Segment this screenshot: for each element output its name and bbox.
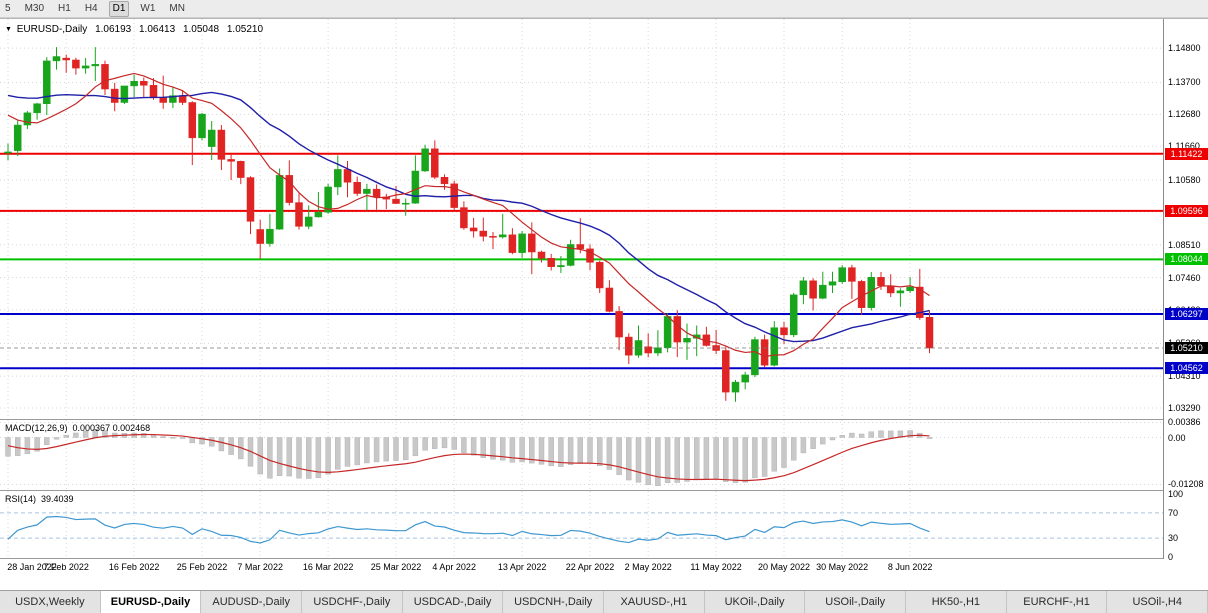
price-axis-label: 1.10580	[1168, 175, 1201, 186]
grid-lines	[0, 19, 1163, 419]
time-axis-label: 7 Feb 2022	[43, 562, 89, 572]
time-axis-label: 16 Mar 2022	[302, 562, 354, 572]
time-axis-label: 2 May 2022	[624, 562, 672, 572]
timeframe-button-mn[interactable]: MN	[169, 2, 185, 14]
macd-axis-label: -0.01208	[1168, 479, 1204, 490]
chart-tab-usdxweekly[interactable]: USDX,Weekly	[0, 591, 101, 613]
ohlc-open: 1.06193	[95, 24, 132, 35]
time-axis-label: 8 Jun 2022	[887, 562, 933, 572]
timeframe-toolbar: 5 M30 H1 H4 D1 W1 MN	[0, 0, 1208, 18]
price-axis-label: 1.04310	[1168, 371, 1201, 382]
time-axis-label: 22 Apr 2022	[565, 562, 615, 572]
timeframe-button-h1[interactable]: H1	[58, 2, 71, 14]
macd-signal-line	[7, 433, 930, 482]
panel-separator[interactable]	[0, 419, 1208, 420]
price-axis-label: 1.08510	[1168, 239, 1201, 250]
macd-axis-label: 0.00386	[1168, 417, 1201, 428]
rsi-axis-label: 30	[1168, 533, 1179, 544]
chart-window[interactable]: ▼ EURUSD-,Daily 1.06193 1.06413 1.05048 …	[0, 18, 1208, 590]
timeframe-button-5[interactable]: 5	[5, 2, 11, 14]
price-level-tag: 1.08044	[1165, 253, 1208, 266]
price-level-tag: 1.09596	[1165, 204, 1208, 217]
price-axis-label: 1.07460	[1168, 272, 1201, 283]
chart-tab-xauusdh1[interactable]: XAUUSD-,H1	[604, 591, 705, 613]
price-level-tag: 1.11422	[1165, 147, 1208, 160]
chart-symbol-period: EURUSD-,Daily	[16, 24, 88, 35]
macd-label: MACD(12,26,9) 0.000367 0.002468	[5, 423, 155, 433]
chart-tab-usoilh4[interactable]: USOil-,H4	[1107, 591, 1208, 613]
price-axis-label: 1.13700	[1168, 77, 1201, 88]
price-axis-label: 1.03290	[1168, 403, 1201, 414]
ohlc-low: 1.05048	[182, 24, 220, 35]
chart-tabs: USDX,Weekly EURUSD-,Daily AUDUSD-,Daily USD…	[0, 590, 1208, 613]
price-level-tag: 1.04562	[1165, 362, 1208, 375]
rsi-panel[interactable]	[0, 491, 1163, 558]
price-axis[interactable]: 1.14800 1.13700 1.12680 1.11660 1.10580 1.095…	[1163, 19, 1208, 562]
price-axis-label: 1.12680	[1168, 109, 1201, 120]
price-level-tag: 1.06297	[1165, 308, 1208, 320]
price-axis-label: 1.11660	[1168, 141, 1200, 152]
rsi-indicator-value: 39.4039	[41, 494, 74, 504]
time-axis-label: 30 May 2022	[816, 562, 869, 572]
time-axis-label: 20 May 2022	[757, 562, 811, 572]
rsi-label: RSI(14) 39.4039	[5, 494, 79, 504]
time-axis-label: 11 May 2022	[690, 562, 742, 572]
chart-tab-ukoildaily[interactable]: UKOil-,Daily	[704, 591, 806, 613]
rsi-line	[7, 515, 930, 544]
ohlc-close: 1.05210	[226, 24, 264, 35]
rsi-axis-label: 0	[1168, 552, 1174, 562]
ohlc-high: 1.06413	[139, 24, 176, 35]
timeframe-button-w1[interactable]: W1	[140, 2, 156, 14]
timeframe-button-m30[interactable]: M30	[24, 2, 45, 14]
rsi-axis-label: 70	[1168, 507, 1179, 518]
time-axis-label: 16 Feb 2022	[108, 562, 160, 572]
time-axis-label: 13 Apr 2022	[497, 562, 547, 572]
chart-dropdown-icon: ▼	[5, 26, 12, 33]
time-axis-label: 4 Apr 2022	[432, 562, 476, 572]
chart-tab-eurchfh1[interactable]: EURCHF-,H1	[1006, 591, 1108, 613]
horizontal-level-lines	[0, 152, 1163, 370]
rsi-axis-label: 100	[1168, 489, 1184, 499]
panel-separator[interactable]	[0, 558, 1208, 559]
time-axis-label: 7 Mar 2022	[237, 562, 283, 572]
chart-tab-hk50h1[interactable]: HK50-,H1	[906, 591, 1007, 613]
price-chart[interactable]	[0, 19, 1163, 419]
macd-indicator-values: 0.000367 0.002468	[72, 423, 151, 433]
price-axis-label: 1.14800	[1168, 43, 1201, 54]
chart-tab-usdcnhdaily[interactable]: USDCNH-,Daily	[503, 591, 605, 613]
current-price-tag: 1.05210	[1165, 342, 1208, 354]
time-axis-label: 25 Mar 2022	[370, 562, 422, 572]
fast-ma-line	[7, 72, 930, 358]
chart-tab-audusddaily[interactable]: AUDUSD-,Daily	[201, 591, 303, 613]
timeframe-button-h4[interactable]: H4	[84, 2, 98, 14]
chart-tab-eurusddaily[interactable]: EURUSD-,Daily	[100, 591, 202, 613]
time-axis-label: 25 Feb 2022	[176, 562, 228, 572]
panel-separator[interactable]	[0, 490, 1208, 491]
chart-title: ▼ EURUSD-,Daily 1.06193 1.06413 1.05048 …	[5, 24, 268, 35]
timeframe-button-d1[interactable]: D1	[108, 0, 130, 17]
chart-tab-usdcaddaily[interactable]: USDCAD-,Daily	[402, 591, 504, 613]
macd-panel[interactable]	[0, 420, 1163, 490]
slow-ma-line	[7, 91, 930, 343]
chart-tab-usoildaily[interactable]: USOil-,Daily	[805, 591, 907, 613]
candles-group	[4, 47, 934, 402]
time-axis-label: 28 Jan 2022	[7, 562, 57, 572]
time-axis[interactable]: 28 Jan 2022 7 Feb 2022 16 Feb 2022 25 Feb 2…	[0, 560, 1163, 578]
rsi-indicator-name: RSI(14)	[5, 494, 37, 504]
macd-indicator-name: MACD(12,26,9)	[5, 423, 68, 433]
macd-axis-label: 0.00	[1168, 432, 1186, 443]
chart-tab-usdchfdaily[interactable]: USDCHF-,Daily	[302, 591, 403, 613]
